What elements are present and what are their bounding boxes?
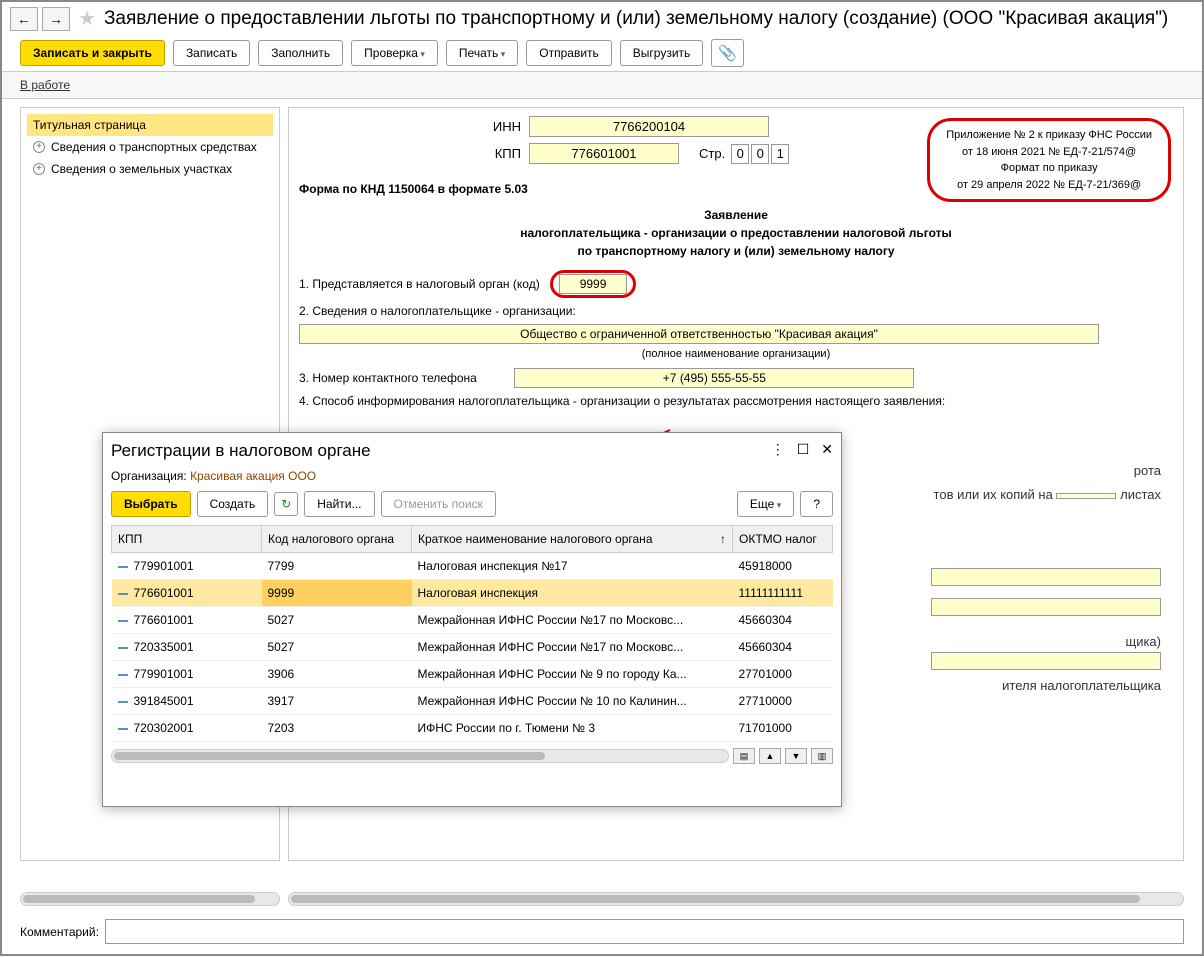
- more-button[interactable]: Еще: [737, 491, 794, 517]
- fill-button[interactable]: Заполнить: [258, 40, 343, 66]
- nav-first[interactable]: ▤: [733, 748, 755, 764]
- yellow-field[interactable]: [931, 598, 1161, 616]
- nav-last[interactable]: ▥: [811, 748, 833, 764]
- check-button[interactable]: Проверка: [351, 40, 438, 66]
- tax-code-highlight: 9999: [550, 270, 637, 298]
- trail-text: ителя налогоплательщика: [1002, 678, 1161, 693]
- col-kpp[interactable]: КПП: [112, 526, 262, 553]
- dialog-title: Регистрации в налоговом органе: [111, 441, 833, 461]
- col-name[interactable]: Краткое наименование налогового органа ↑: [412, 526, 733, 553]
- yellow-field[interactable]: [931, 568, 1161, 586]
- nav-up[interactable]: ▲: [759, 748, 781, 764]
- table-row[interactable]: 7799010017799Налоговая инспекция №174591…: [112, 553, 833, 580]
- section-1: 1. Представляется в налоговый орган (код…: [299, 270, 1173, 298]
- status-link[interactable]: В работе: [20, 78, 70, 92]
- comment-label: Комментарий:: [20, 925, 99, 939]
- save-button[interactable]: Записать: [173, 40, 250, 66]
- help-button[interactable]: ?: [800, 491, 833, 517]
- form-scroll[interactable]: [288, 892, 1184, 906]
- window-title: Заявление о предоставлении льготы по тра…: [104, 8, 1168, 30]
- sidebar-item-land[interactable]: + Сведения о земельных участках: [27, 158, 273, 180]
- expand-icon: +: [33, 141, 45, 153]
- col-code[interactable]: Код налогового органа: [262, 526, 412, 553]
- maximize-icon[interactable]: ☐: [797, 441, 810, 458]
- trail-text: рота: [1134, 463, 1161, 478]
- cancel-search-button[interactable]: Отменить поиск: [381, 491, 496, 517]
- sidebar-item-title-page[interactable]: Титульная страница: [27, 114, 273, 136]
- sidebar-scroll[interactable]: [20, 892, 280, 906]
- trail-text: щика): [1126, 634, 1162, 649]
- inn-field[interactable]: 7766200104: [529, 116, 769, 137]
- content-scrollbars: [20, 892, 1184, 906]
- sidebar-item-transport[interactable]: + Сведения о транспортных средствах: [27, 136, 273, 158]
- table-row[interactable]: 7766010015027Межрайонная ИФНС России №17…: [112, 607, 833, 634]
- table-row[interactable]: 3918450013917Межрайонная ИФНС России № 1…: [112, 688, 833, 715]
- page-number: 001: [731, 144, 789, 164]
- table-row[interactable]: 7766010019999Налоговая инспекция11111111…: [112, 580, 833, 607]
- p3-label: 3. Номер контактного телефона: [299, 371, 511, 385]
- create-button[interactable]: Создать: [197, 491, 269, 517]
- table-row[interactable]: 7203020017203ИФНС России по г. Тюмени № …: [112, 715, 833, 742]
- export-button[interactable]: Выгрузить: [620, 40, 704, 66]
- sheets-field[interactable]: [1056, 493, 1116, 499]
- send-button[interactable]: Отправить: [526, 40, 612, 66]
- table-row[interactable]: 7799010013906Межрайонная ИФНС России № 9…: [112, 661, 833, 688]
- save-close-button[interactable]: Записать и закрыть: [20, 40, 165, 66]
- h-scrollbar[interactable]: [111, 749, 729, 763]
- org-name-field[interactable]: Общество с ограниченной ответственностью…: [299, 324, 1099, 344]
- trail-row: тов или их копий на листах: [934, 487, 1161, 502]
- titlebar: ← → ★ Заявление о предоставлении льготы …: [2, 2, 1202, 35]
- form-heading: Заявление налогоплательщика - организаци…: [299, 206, 1173, 260]
- kpp-field[interactable]: 776601001: [529, 143, 679, 164]
- comment-input[interactable]: [105, 919, 1184, 944]
- star-icon[interactable]: ★: [78, 6, 96, 31]
- refresh-icon[interactable]: ↻: [274, 492, 298, 516]
- menu-icon[interactable]: ⋮: [771, 441, 785, 458]
- expand-icon: +: [33, 163, 45, 175]
- kpp-label: КПП: [299, 146, 529, 161]
- sidebar-label: Титульная страница: [33, 118, 146, 132]
- p4-label: 4. Способ информирования налогоплательщи…: [299, 394, 1173, 408]
- org-hint: (полное наименование организации): [299, 348, 1173, 360]
- yellow-field[interactable]: [931, 652, 1161, 670]
- regulatory-note: Приложение № 2 к приказу ФНС России от 1…: [927, 118, 1171, 202]
- attach-icon[interactable]: 📎: [711, 39, 744, 67]
- tax-code-field[interactable]: 9999: [559, 274, 628, 294]
- page-label: Стр.: [699, 146, 725, 161]
- phone-field[interactable]: +7 (495) 555-55-55: [514, 368, 914, 388]
- table-row[interactable]: 7203350015027Межрайонная ИФНС России №17…: [112, 634, 833, 661]
- registrations-table: КПП Код налогового органа Краткое наимен…: [111, 525, 833, 742]
- back-button[interactable]: ←: [10, 7, 38, 31]
- forward-button[interactable]: →: [42, 7, 70, 31]
- inn-label: ИНН: [299, 119, 529, 134]
- tax-registration-dialog: ⋮ ☐ ✕ Регистрации в налоговом органе Орг…: [102, 432, 842, 807]
- col-oktmo[interactable]: ОКТМО налог: [733, 526, 833, 553]
- nav-down[interactable]: ▼: [785, 748, 807, 764]
- find-button[interactable]: Найти...: [304, 491, 374, 517]
- dialog-org: Организация: Красивая акация ООО: [111, 469, 833, 483]
- footer: Комментарий:: [20, 919, 1184, 944]
- select-button[interactable]: Выбрать: [111, 491, 191, 517]
- toolbar: Записать и закрыть Записать Заполнить Пр…: [2, 35, 1202, 71]
- print-button[interactable]: Печать: [446, 40, 518, 66]
- p2-label: 2. Сведения о налогоплательщике - органи…: [299, 304, 1173, 318]
- sidebar-label: Сведения о транспортных средствах: [51, 140, 257, 154]
- close-icon[interactable]: ✕: [821, 441, 833, 458]
- sidebar-label: Сведения о земельных участках: [51, 162, 232, 176]
- status-bar: В работе: [2, 71, 1202, 99]
- p1-label: 1. Представляется в налоговый орган (код…: [299, 277, 540, 291]
